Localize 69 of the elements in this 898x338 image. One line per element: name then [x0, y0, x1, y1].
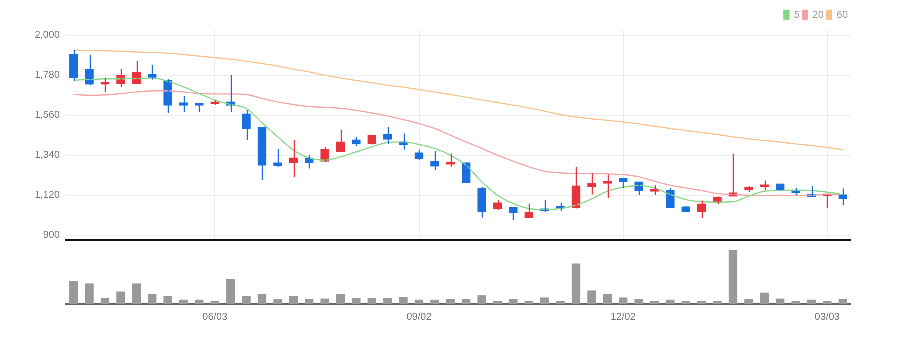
legend-label: 20: [812, 10, 824, 21]
bar: [384, 298, 392, 304]
bar: [698, 300, 706, 304]
bar: [462, 299, 471, 304]
candlestick: [509, 207, 518, 221]
bar: [493, 300, 502, 304]
y-tick-label: 1,340: [34, 150, 60, 162]
bar: [540, 298, 550, 304]
bar: [289, 296, 298, 304]
bar: [446, 299, 455, 304]
bar: [352, 298, 361, 304]
bar: [807, 300, 816, 304]
bar: [100, 298, 110, 304]
bar: [650, 300, 660, 304]
bar: [164, 296, 172, 304]
line-series: [73, 50, 844, 150]
bar: [792, 300, 800, 304]
x-tick-label: 12/02: [610, 312, 636, 323]
bar: [760, 292, 769, 304]
bar: [399, 297, 408, 304]
bar: [179, 300, 188, 304]
bar: [556, 300, 565, 304]
bar: [509, 299, 518, 304]
bar: [320, 298, 330, 304]
candlestick: [242, 110, 251, 141]
candlestick: [603, 174, 612, 199]
candlestick: [478, 186, 486, 218]
bar: [274, 299, 282, 304]
candlestick: [588, 172, 596, 196]
bar: [85, 284, 94, 304]
bar: [588, 290, 596, 304]
y-tick-label: 1,120: [34, 190, 60, 202]
legend-label: 5: [794, 10, 800, 21]
bar: [210, 300, 220, 304]
x-tick-label: 09/02: [406, 312, 432, 323]
bar: [838, 299, 848, 304]
y-tick-label: 2,000: [34, 30, 60, 42]
bar: [368, 298, 376, 304]
bar: [776, 298, 785, 304]
y-tick-label: 1,560: [34, 110, 60, 122]
y-tick-label: 900: [43, 230, 60, 242]
legend-label: 60: [836, 10, 848, 21]
bar: [666, 300, 675, 304]
bar: [258, 294, 267, 304]
x-tick-label: 03/03: [814, 312, 840, 323]
bar: [603, 294, 612, 304]
bar: [70, 282, 78, 304]
bar: [713, 300, 722, 304]
bar: [132, 284, 141, 304]
bar: [634, 299, 644, 304]
x-tick-label: 06/03: [202, 312, 228, 323]
bar: [744, 299, 754, 304]
candlestick: [462, 162, 471, 184]
bar: [414, 300, 424, 304]
bar: [478, 296, 486, 304]
bar: [572, 264, 581, 304]
bar: [305, 299, 314, 304]
bar: [116, 292, 126, 304]
bar: [336, 294, 346, 304]
bar: [430, 300, 440, 304]
candlestick: [430, 150, 440, 171]
bar: [226, 279, 236, 304]
bar: [242, 296, 251, 304]
bar: [524, 300, 534, 304]
bar: [728, 250, 738, 304]
bar: [148, 294, 157, 304]
bar: [619, 298, 628, 304]
y-tick-label: 1,780: [34, 70, 60, 82]
bar: [195, 300, 204, 304]
